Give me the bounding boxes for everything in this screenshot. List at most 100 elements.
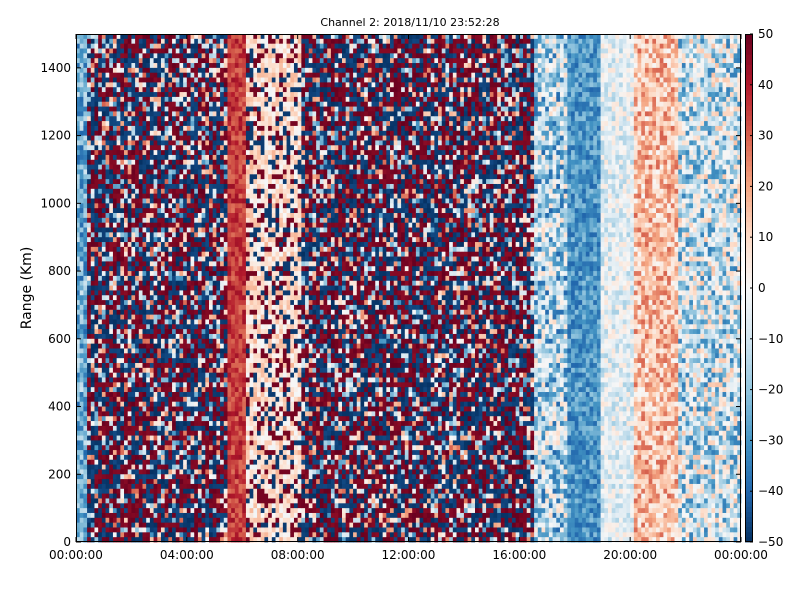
heatmap-cell [87,145,91,150]
heatmap-cell [231,339,235,344]
heatmap-cell [165,140,169,145]
heatmap-cell [239,68,243,73]
heatmap-cell [165,247,169,252]
heatmap-cell [176,165,180,170]
heatmap-cell [120,271,124,276]
heatmap-cell [94,513,98,518]
heatmap-cell [150,53,154,58]
heatmap-cell [235,315,239,320]
heatmap-cell [143,465,147,470]
heatmap-cell [157,169,161,174]
heatmap-cell [176,145,180,150]
heatmap-cell [161,257,165,262]
heatmap-cell [191,92,195,97]
heatmap-cell [109,116,113,121]
heatmap-cell [87,368,91,373]
heatmap-cell [179,310,183,315]
heatmap-cell [157,281,161,286]
heatmap-cell [120,329,124,334]
heatmap-cell [124,305,128,310]
heatmap-cell [224,445,228,450]
heatmap-cell [183,213,187,218]
heatmap-cell [106,440,110,445]
heatmap-cell [168,228,172,233]
heatmap-cell [224,174,228,179]
heatmap-cell [235,82,239,87]
heatmap-cell [150,242,154,247]
heatmap-cell [220,140,224,145]
heatmap-cell [213,160,217,165]
heatmap-cell [172,523,176,528]
heatmap-cell [124,208,128,213]
heatmap-cell [168,97,172,102]
heatmap-cell [135,189,139,194]
heatmap-cell [231,228,235,233]
heatmap-cell [94,436,98,441]
heatmap-cell [154,150,158,155]
heatmap-cell [194,136,198,141]
heatmap-cell [117,426,121,431]
heatmap-cell [113,203,117,208]
heatmap-cell [179,39,183,44]
heatmap-cell [98,92,102,97]
heatmap-cell [98,373,102,378]
heatmap-cell [98,363,102,368]
heatmap-cell [220,310,224,315]
heatmap-cell [106,107,110,112]
heatmap-cell [150,121,154,126]
heatmap-cell [80,184,84,189]
heatmap-cell [113,295,117,300]
heatmap-cell [109,295,113,300]
heatmap-cell [131,440,135,445]
heatmap-cell [194,378,198,383]
heatmap-cell [183,266,187,271]
heatmap-cell [176,421,180,426]
heatmap-cell [246,387,250,392]
heatmap-cell [224,339,228,344]
heatmap-cell [224,290,228,295]
heatmap-cell [194,107,198,112]
heatmap-cell [227,97,231,102]
heatmap-cell [94,179,98,184]
heatmap-cell [191,402,195,407]
heatmap-cell [205,503,209,508]
heatmap-cell [172,184,176,189]
heatmap-cell [191,532,195,537]
heatmap-cell [172,155,176,160]
heatmap-cell [246,121,250,126]
heatmap-cell [216,411,220,416]
heatmap-cell [246,382,250,387]
heatmap-cell [87,474,91,479]
heatmap-cell [209,469,213,474]
heatmap-cell [150,136,154,141]
heatmap-cell [154,203,158,208]
heatmap-cell [83,160,87,165]
heatmap-cell [250,179,254,184]
heatmap-cell [165,373,169,378]
heatmap-cell [183,208,187,213]
heatmap-cell [131,247,135,252]
heatmap-cell [128,286,132,291]
heatmap-cell [124,319,128,324]
heatmap-cell [213,295,217,300]
heatmap-cell [209,199,213,204]
heatmap-cell [216,508,220,513]
heatmap-cell [150,218,154,223]
heatmap-cell [172,450,176,455]
heatmap-cell [161,150,165,155]
heatmap-cell [113,266,117,271]
heatmap-cell [172,44,176,49]
heatmap-cell [239,165,243,170]
heatmap-cell [131,334,135,339]
heatmap-cell [187,155,191,160]
heatmap-cell [172,140,176,145]
heatmap-cell [191,39,195,44]
heatmap-cell [227,334,231,339]
heatmap-cell [106,184,110,189]
heatmap-cell [205,150,209,155]
heatmap-cell [191,469,195,474]
heatmap-cell [187,92,191,97]
heatmap-cell [102,73,106,78]
heatmap-cell [113,532,117,537]
heatmap-cell [117,194,121,199]
